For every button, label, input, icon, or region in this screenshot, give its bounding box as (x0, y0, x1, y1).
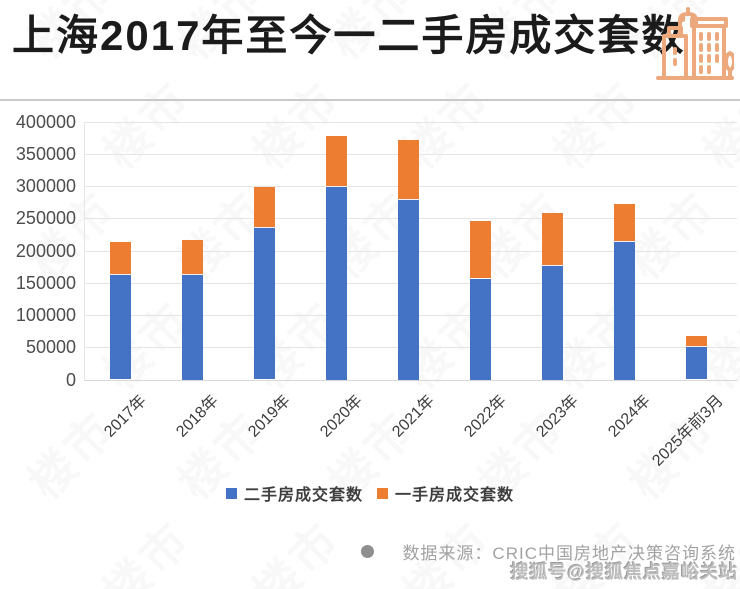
legend-swatch-orange-icon (377, 487, 388, 499)
bar-segment-2025年前3月-二手房成交套数 (685, 345, 707, 379)
bar-segment-2022年-二手房成交套数 (469, 279, 491, 380)
header: 上海2017年至今一二手房成交套数 (0, 0, 740, 100)
y-axis-tick-label: 100000 (15, 305, 76, 325)
bar-segment-2021年-二手房成交套数 (397, 199, 419, 380)
x-axis-label: 2023年 (533, 392, 583, 441)
bar-segment-2018年-二手房成交套数 (181, 274, 203, 380)
bar-chart: 400000 350000 300000 250000 200000 150000 1000… (0, 100, 740, 480)
bar-segment-2020年-二手房成交套数 (325, 186, 347, 380)
y-axis-line (84, 122, 85, 381)
bar-segment-2017年-二手房成交套数 (109, 274, 131, 379)
bar-segment-2020年-一手房成交套数 (325, 136, 347, 186)
x-axis-label: 2018年 (173, 392, 223, 441)
y-axis-tick-label: 50000 (25, 337, 76, 357)
legend-label: 一手房成交套数 (395, 487, 515, 504)
y-axis-tick-label: 350000 (15, 144, 76, 164)
bar-segment-2024年-一手房成交套数 (613, 204, 635, 241)
x-axis-label: 2017年 (101, 392, 151, 441)
bar-segment-2022年-一手房成交套数 (469, 221, 491, 278)
x-axis-label: 2025年前3月 (648, 392, 727, 470)
bar-segment-2018年-一手房成交套数 (181, 240, 203, 274)
y-axis-tick-label: 150000 (15, 273, 76, 293)
chart-legend: 二手房成交套数 一手房成交套数 (0, 481, 740, 505)
bar-segment-2021年-一手房成交套数 (397, 140, 419, 199)
page-title: 上海2017年至今一二手房成交套数 (12, 12, 686, 59)
sohu-watermark-badge: 搜狐号@搜狐焦点嘉峪关站 (510, 562, 738, 582)
watermark-tile: 楼市 (243, 511, 351, 589)
y-axis-tick-label: 400000 (15, 112, 76, 132)
source-bullet-icon (361, 545, 375, 558)
bar-segment-2017年-一手房成交套数 (109, 242, 131, 274)
buildings-icon (656, 6, 736, 88)
legend-item-secondhand: 二手房成交套数 (225, 481, 363, 505)
data-source-text: 数据来源：CRIC中国房地产决策咨询系统 (402, 544, 736, 563)
gridline (84, 122, 737, 123)
y-axis-tick-label: 250000 (15, 208, 76, 228)
x-axis-label: 2021年 (389, 392, 439, 441)
x-axis-label: 2019年 (245, 392, 295, 441)
x-axis-label: 2022年 (461, 392, 511, 441)
bar-segment-2025年前3月-一手房成交套数 (685, 336, 707, 346)
watermark-tile: 楼市 (93, 511, 201, 589)
y-axis-tick-label: 0 (65, 370, 76, 390)
data-source-row: 数据来源：CRIC中国房地产决策咨询系统 (361, 539, 736, 564)
legend-swatch-blue-icon (225, 487, 237, 499)
x-axis-line (84, 380, 737, 381)
x-axis-label: 2020年 (317, 392, 367, 441)
bar-segment-2019年-二手房成交套数 (253, 227, 275, 379)
bar-segment-2019年-一手房成交套数 (253, 187, 275, 227)
legend-item-newhome: 一手房成交套数 (377, 481, 514, 505)
bar-segment-2023年-二手房成交套数 (541, 265, 563, 380)
x-axis-label: 2024年 (605, 392, 655, 441)
y-axis-tick-label: 200000 (15, 241, 76, 261)
header-divider (0, 99, 740, 101)
bar-segment-2023年-一手房成交套数 (541, 213, 563, 265)
bar-segment-2024年-二手房成交套数 (613, 241, 635, 380)
legend-label: 二手房成交套数 (243, 487, 363, 504)
y-axis-tick-label: 300000 (15, 176, 76, 196)
